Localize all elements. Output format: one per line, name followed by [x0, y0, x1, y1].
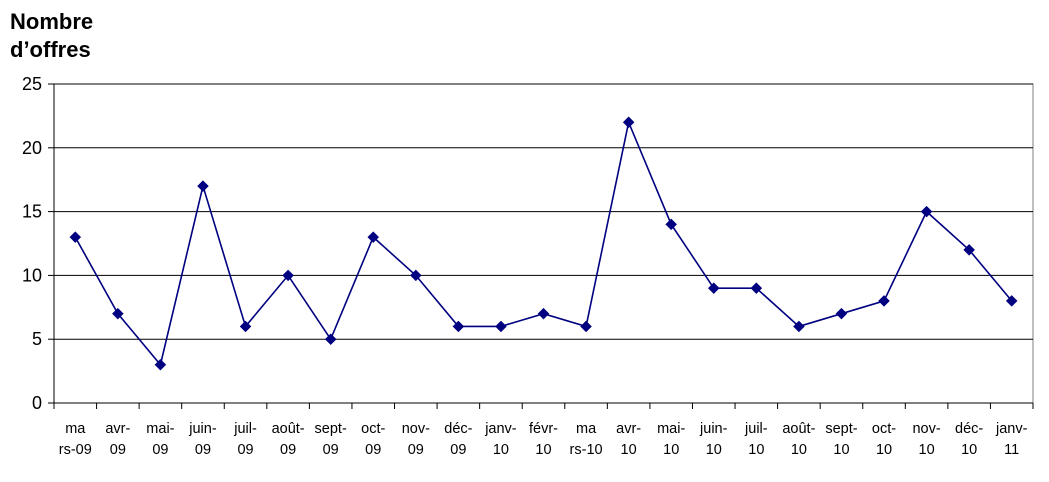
x-tick-label: août-10	[782, 421, 815, 458]
x-tick-label: oct-09	[361, 421, 385, 458]
data-point-marker	[665, 218, 678, 231]
data-point-marker	[367, 231, 380, 243]
x-tick-label: nov-09	[402, 421, 430, 458]
y-axis-title-line-1: Nombre	[10, 9, 94, 34]
data-point-marker	[111, 307, 124, 320]
data-point-marker	[537, 307, 550, 320]
y-tick-label: 5	[32, 329, 42, 349]
y-tick-label: 25	[22, 74, 42, 94]
data-point-marker	[197, 180, 209, 192]
data-point-marker	[1005, 295, 1018, 307]
x-tick-label: avr-09	[105, 421, 130, 458]
data-point-marker	[495, 320, 507, 333]
data-point-marker	[239, 320, 252, 333]
x-tick-label: déc-10	[955, 421, 983, 458]
x-tick-label: janv-11	[995, 421, 1028, 458]
x-tick-label: févr-10	[529, 421, 558, 458]
data-point-marker	[324, 333, 337, 346]
x-tick-label: sept-10	[825, 421, 857, 458]
y-axis-title: Nombre d’offres	[10, 8, 150, 64]
x-tick-label: oct-10	[872, 421, 896, 458]
x-tick-label: avr-10	[616, 421, 641, 458]
plot-area-frame	[53, 83, 1034, 404]
x-tick-label: déc-09	[444, 421, 472, 458]
data-point-marker	[750, 282, 763, 295]
x-tick-label: mai-10	[657, 421, 685, 458]
x-tick-label: juin-10	[699, 421, 728, 458]
y-tick-label: 15	[22, 202, 42, 222]
y-tick-label: 20	[22, 138, 42, 158]
x-tick-label: sept-09	[315, 421, 347, 458]
series-line	[74, 119, 1013, 367]
x-tick-label: ma rs-10	[570, 421, 603, 458]
data-point-marker	[878, 295, 890, 307]
x-tick-label: août-09	[272, 421, 305, 458]
data-point-marker	[835, 307, 848, 320]
data-point-marker	[622, 116, 635, 129]
x-tick-label: janv-10	[484, 421, 517, 458]
data-point-marker	[963, 244, 976, 256]
y-tick-label: 0	[32, 393, 42, 413]
data-point-marker	[154, 358, 167, 371]
data-point-marker	[69, 231, 82, 243]
x-tick-label: nov-10	[912, 421, 940, 458]
data-point-marker	[793, 320, 805, 333]
data-point-marker	[707, 282, 720, 295]
y-tick-label: 10	[22, 265, 42, 285]
data-point-marker	[452, 320, 465, 333]
data-point-marker	[282, 269, 294, 282]
x-tick-label: juil-10	[744, 421, 768, 458]
x-tick-label: juil-09	[233, 421, 257, 458]
y-axis-title-line-2: d’offres	[10, 37, 91, 62]
data-point-marker	[580, 320, 592, 333]
x-tick-label: mai-09	[146, 421, 174, 458]
data-point-marker	[409, 269, 422, 282]
data-point-marker	[920, 205, 933, 218]
x-tick-label: ma rs-09	[59, 421, 92, 458]
x-tick-label: juin-09	[188, 421, 217, 458]
